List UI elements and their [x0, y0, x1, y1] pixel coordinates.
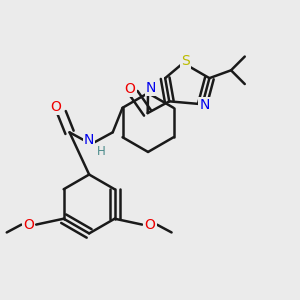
- Text: N: N: [199, 98, 210, 112]
- Text: N: N: [146, 81, 156, 95]
- Text: H: H: [97, 146, 105, 158]
- Text: O: O: [23, 218, 34, 232]
- Text: O: O: [50, 100, 61, 114]
- Text: S: S: [181, 54, 190, 68]
- Text: O: O: [124, 82, 135, 96]
- Text: O: O: [145, 218, 155, 232]
- Text: N: N: [84, 133, 94, 147]
